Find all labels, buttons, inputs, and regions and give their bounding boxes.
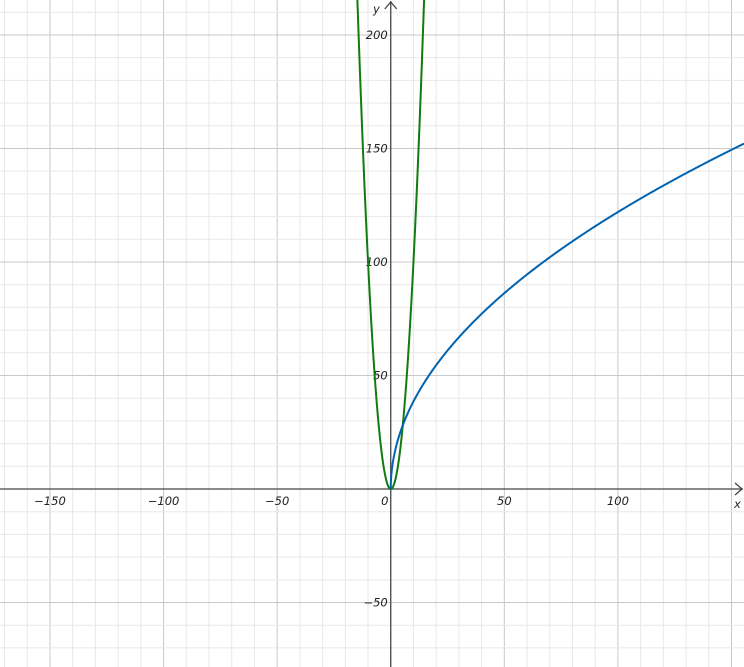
y-tick-label: 200	[366, 28, 388, 42]
y-tick-label: 150	[366, 141, 388, 155]
y-tick-label: 50	[373, 368, 388, 382]
curves	[356, 0, 744, 491]
y-axis-label: y	[372, 2, 380, 16]
tick-labels: −150 −100 −50 0 50 100 200 150 100 50 −50	[34, 28, 629, 610]
x-tick-label: −50	[265, 494, 289, 508]
x-tick-label: 50	[497, 494, 512, 508]
x-tick-label: −150	[34, 494, 66, 508]
y-tick-label: −50	[363, 596, 387, 610]
x-axis-label: x	[733, 497, 741, 511]
series-sqrt-curve	[389, 142, 744, 490]
x-tick-label: 100	[607, 494, 629, 508]
y-axis-arrow-icon	[384, 1, 398, 10]
x-tick-label: −100	[148, 494, 180, 508]
x-axis-arrow-icon	[734, 482, 743, 496]
x-tick-label: 0	[381, 494, 388, 508]
y-tick-label: 100	[366, 255, 388, 269]
